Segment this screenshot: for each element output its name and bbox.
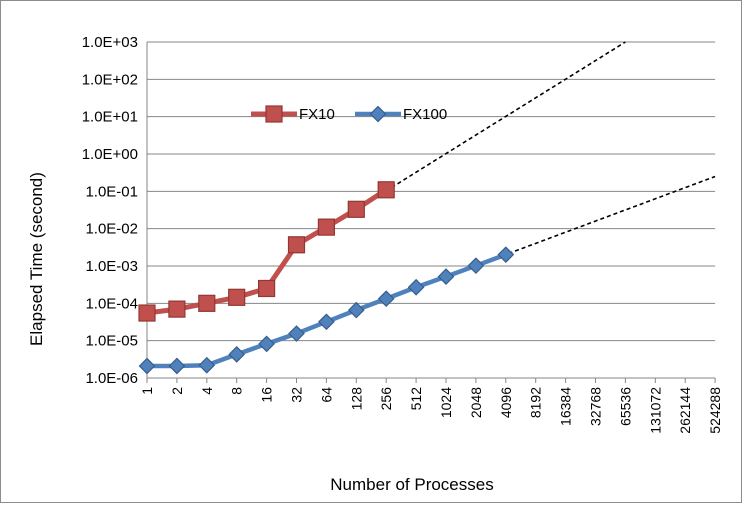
data-point-fx100 — [288, 325, 305, 342]
data-point-fx100 — [467, 257, 485, 275]
x-tick-label: 1 — [139, 387, 155, 395]
x-tick-label: 4 — [199, 387, 215, 395]
y-tick-label: 1.0E+03 — [82, 34, 138, 51]
y-tick-label: 1.0E+02 — [82, 71, 138, 88]
data-point-fx100 — [347, 301, 365, 319]
y-tick-label: 1.0E+01 — [82, 109, 138, 126]
x-tick-label: 8192 — [528, 387, 544, 418]
data-point-fx10 — [258, 279, 276, 298]
x-tick-label: 2048 — [468, 387, 484, 418]
data-point-fx100 — [228, 346, 246, 363]
y-tick-label: 1.0E-02 — [85, 221, 138, 238]
y-tick-labels: 1.0E+03 1.0E+02 1.0E+01 1.0E+00 1.0E-01 1.0E-… — [82, 34, 138, 387]
x-tick-label: 128 — [348, 387, 364, 411]
legend-marker-fx100 — [369, 105, 387, 123]
legend-item-fx100: FX100 — [355, 105, 447, 123]
axes — [146, 42, 716, 383]
data-point-fx10 — [198, 294, 216, 312]
y-tick-label: 1.0E-06 — [85, 370, 138, 387]
legend-item-fx10: FX10 — [251, 105, 335, 123]
legend-label-fx100: FX100 — [403, 106, 447, 123]
y-tick-label: 1.0E-04 — [85, 295, 138, 312]
x-tick-label: 64 — [318, 387, 334, 403]
series-fx100 — [138, 246, 515, 375]
x-tick-label: 8 — [229, 387, 245, 395]
data-point-fx100 — [377, 290, 395, 308]
data-point-fx100 — [318, 313, 335, 331]
x-tick-label: 262144 — [677, 387, 693, 434]
series-fx10 — [138, 181, 395, 322]
x-tick-label: 65536 — [617, 387, 633, 426]
x-tick-label: 256 — [378, 387, 394, 411]
data-point-fx100 — [198, 356, 216, 374]
series — [138, 181, 515, 375]
gridlines — [147, 41, 716, 379]
data-point-fx100 — [138, 357, 156, 375]
x-tick-label: 2 — [169, 387, 185, 395]
y-tick-label: 1.0E-05 — [85, 333, 138, 350]
data-point-fx100 — [407, 278, 425, 296]
x-tick-label: 512 — [408, 387, 424, 411]
data-point-fx100 — [437, 268, 455, 285]
x-tick-labels: 1 2 4 8 16 32 64 128 256 512 1024 2048 4096 8192 16384… — [139, 387, 723, 434]
legend: FX10 FX100 — [251, 105, 447, 123]
legend-marker-fx10 — [265, 105, 283, 123]
x-axis-title: Number of Processes — [330, 475, 493, 494]
x-tick-label: 1024 — [438, 387, 454, 418]
x-tick-label: 32 — [289, 387, 305, 403]
x-tick-label: 32768 — [588, 387, 604, 426]
data-point-fx100 — [168, 357, 186, 375]
data-point-fx10 — [287, 236, 306, 254]
data-point-fx10 — [138, 304, 156, 322]
y-tick-label: 1.0E-03 — [85, 258, 138, 275]
x-tick-label: 4096 — [498, 387, 514, 418]
data-point-fx10 — [347, 200, 365, 218]
x-tick-label: 524288 — [707, 387, 723, 434]
data-point-fx10 — [377, 181, 395, 199]
trend-lines — [206, 41, 716, 367]
data-point-fx10 — [228, 288, 246, 306]
y-tick-label: 1.0E+00 — [82, 146, 138, 163]
y-tick-label: 1.0E-01 — [85, 183, 138, 200]
legend-label-fx10: FX10 — [299, 106, 335, 123]
y-axis-title: Elapsed Time (second) — [27, 172, 46, 346]
x-tick-label: 131072 — [647, 387, 663, 434]
data-point-fx100 — [258, 335, 275, 353]
x-tick-label: 16384 — [558, 387, 574, 426]
data-point-fx10 — [317, 218, 335, 236]
x-tick-label: 16 — [259, 387, 275, 403]
data-point-fx10 — [168, 300, 186, 318]
data-point-fx100 — [497, 246, 515, 264]
